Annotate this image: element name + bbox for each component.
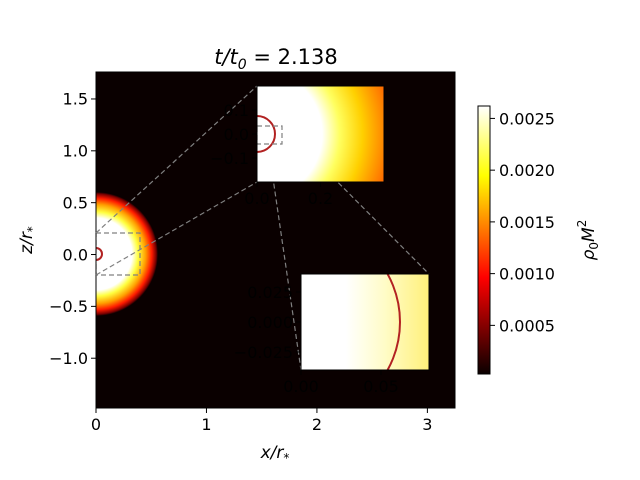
colorbar: 0.0005 0.0010 0.0015 0.0020 0.0025 ρ0M2 (477, 105, 601, 375)
contour-line (96, 247, 103, 261)
inset-top-ticks: 0.0 0.2 −0.1 0.0 0.1 (210, 101, 333, 208)
main-axis-ticks: 0 1 2 3 −1.0 −0.5 0.0 0.5 1.0 1.5 (49, 90, 432, 434)
inset-top-field (257, 86, 384, 182)
inset-bottom-y-tick-label: 0.000 (247, 313, 293, 332)
main-x-tick-label: 2 (312, 415, 322, 434)
main-x-tick-label: 3 (422, 415, 432, 434)
inset-top-zoom-box (257, 125, 283, 145)
inset-top-x-tick-label: 0.2 (308, 189, 333, 208)
colorbar-tick-label: 0.0025 (499, 109, 555, 128)
main-plot-frame (95, 71, 456, 409)
inset-top-y-tick-label: 0.1 (224, 101, 249, 120)
main-x-tick-label: 1 (201, 415, 211, 434)
colorbar-tick-label: 0.0020 (499, 161, 555, 180)
main-y-tick-label: −1.0 (49, 349, 88, 368)
inset-bottom: 0.00 0.05 −0.025 0.000 0.025 (234, 273, 430, 396)
y-axis-label: z/r* (17, 226, 39, 255)
main-x-tick-label: 0 (91, 415, 101, 434)
inset-top-x-tick-label: 0.0 (244, 189, 269, 208)
colorbar-gradient (477, 105, 491, 375)
inset-bottom-x-tick-label: 0.05 (363, 377, 399, 396)
colorbar-tick-label: 0.0015 (499, 213, 555, 232)
main-zoom-box (96, 232, 141, 276)
main-y-tick-label: 1.5 (63, 90, 88, 109)
connector-line (95, 85, 258, 234)
x-axis-label: x/r* (260, 443, 290, 465)
inset-bottom-ticks: 0.00 0.05 −0.025 0.000 0.025 (234, 283, 399, 396)
inset-top: 0.0 0.2 −0.1 0.0 0.1 (210, 85, 385, 208)
colorbar-tick-label: 0.0005 (499, 316, 555, 335)
inset-top-contour (257, 115, 276, 153)
main-y-tick-label: 0.5 (63, 193, 88, 212)
main-y-tick-label: −0.5 (49, 297, 88, 316)
inset-bottom-y-tick-label: −0.025 (234, 343, 293, 362)
colorbar-ticks: 0.0005 0.0010 0.0015 0.0020 0.0025 (490, 109, 555, 335)
inset-top-y-tick-label: 0.0 (224, 125, 249, 144)
connector-line (267, 143, 302, 371)
inset-bottom-contour (386, 274, 401, 370)
inset-bottom-y-tick-label: 0.025 (247, 283, 293, 302)
density-core (96, 192, 158, 316)
inset-bottom-field (301, 274, 429, 370)
inset-top-y-tick-label: −0.1 (210, 149, 249, 168)
colorbar-tick-label: 0.0010 (499, 265, 555, 284)
inset-bottom-x-tick-label: 0.00 (283, 377, 319, 396)
chart-title: t/t0 = 2.138 (214, 45, 338, 73)
main-y-tick-label: 0.0 (63, 245, 88, 264)
connector-line (95, 181, 258, 276)
colorbar-label: ρ0M2 (575, 220, 601, 261)
main-y-tick-label: 1.0 (63, 142, 88, 161)
